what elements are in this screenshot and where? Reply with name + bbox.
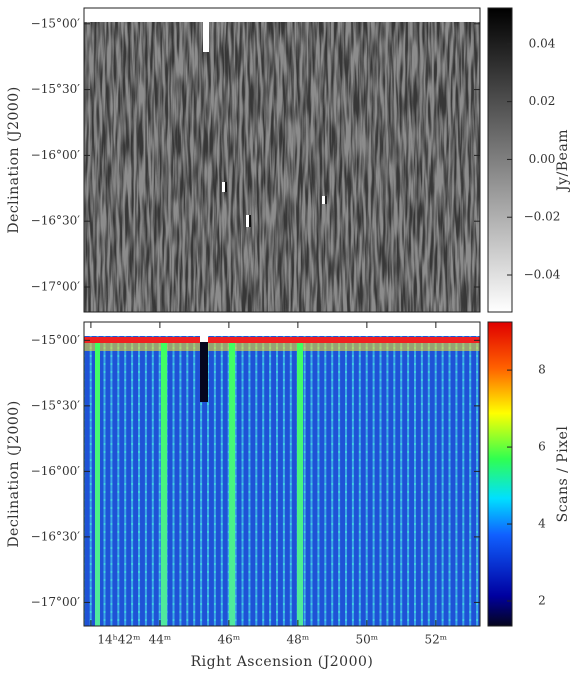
x-tick-label: 44ᵐ: [149, 633, 172, 647]
colorbar-tick-label: −0.02: [524, 210, 561, 224]
y-axis-label: Declination (J2000): [6, 86, 22, 233]
plot-frame: [83, 321, 481, 627]
colorbar-label: Scans / Pixel: [555, 426, 571, 523]
colorbar-tick-label: 6: [538, 440, 546, 454]
x-axis-label: Right Ascension (J2000): [191, 654, 374, 670]
plot-frame: [83, 7, 481, 313]
y-tick-label: −16°30′: [31, 529, 81, 543]
colorbar-tick-label: 2: [538, 593, 546, 607]
colorbar-label: Jy/Beam: [555, 129, 571, 193]
colorbar: [487, 321, 513, 627]
y-tick-label: −17°00′: [31, 595, 81, 609]
y-tick-label: −15°30′: [31, 82, 81, 96]
y-tick-label: −15°00′: [31, 16, 81, 30]
colorbar-tick-label: 0.00: [529, 152, 556, 166]
x-tick-label: 50ᵐ: [356, 633, 379, 647]
y-tick-label: −17°00′: [31, 279, 81, 293]
y-tick-label: −16°00′: [31, 148, 81, 162]
x-tick-label: 52ᵐ: [425, 633, 448, 647]
y-tick-label: −16°00′: [31, 464, 81, 478]
y-axis-label: Declination (J2000): [6, 400, 22, 547]
colorbar-tick-label: 4: [538, 517, 546, 531]
sky-map: [84, 8, 480, 312]
x-tick-label: 48ᵐ: [287, 633, 310, 647]
x-tick-label: 14ʰ42ᵐ: [97, 633, 140, 647]
x-tick-label: 46ᵐ: [218, 633, 241, 647]
y-tick-label: −15°00′: [31, 333, 81, 347]
y-tick-label: −15°30′: [31, 398, 81, 412]
colorbar-tick-label: 8: [538, 363, 546, 377]
colorbar-tick-label: 0.04: [529, 36, 556, 50]
y-tick-label: −16°30′: [31, 214, 81, 228]
colorbar-tick-label: 0.02: [529, 94, 556, 108]
colorbar: [487, 7, 513, 313]
colorbar-tick-label: −0.04: [524, 268, 561, 282]
coverage-map: [84, 322, 480, 626]
